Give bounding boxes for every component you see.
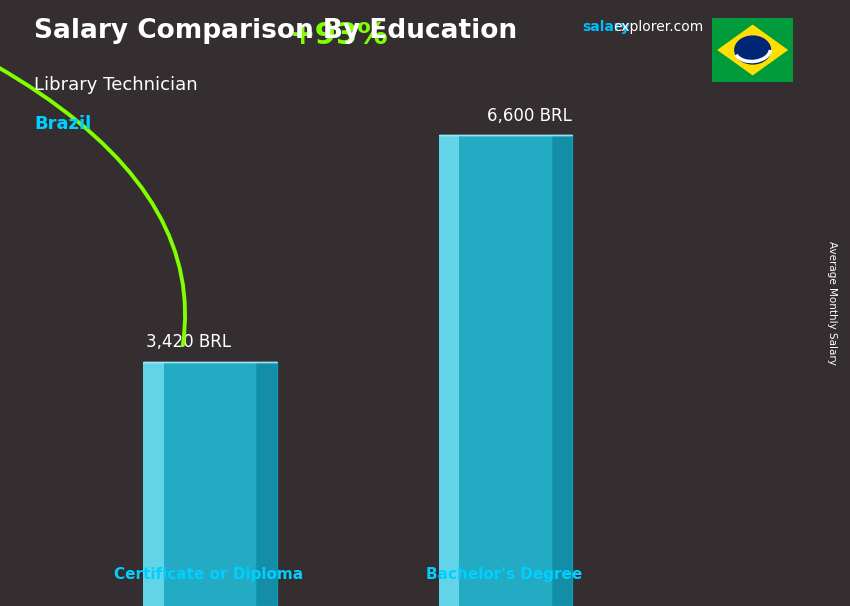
Text: 6,600 BRL: 6,600 BRL [487,107,571,125]
Polygon shape [257,362,276,606]
Text: Average Monthly Salary: Average Monthly Salary [827,241,837,365]
Bar [144,362,164,606]
Text: explorer.com: explorer.com [614,20,704,34]
Text: Salary Comparison By Education: Salary Comparison By Education [34,18,517,44]
Polygon shape [717,25,788,76]
Text: Library Technician: Library Technician [34,76,197,94]
Text: salary: salary [582,20,630,34]
Circle shape [734,35,771,65]
Polygon shape [552,136,572,606]
Text: Certificate or Diploma: Certificate or Diploma [114,567,303,582]
Bar [439,136,552,606]
Text: Bachelor's Degree: Bachelor's Degree [426,567,582,582]
Text: Brazil: Brazil [34,115,91,133]
Text: 3,420 BRL: 3,420 BRL [146,333,231,351]
Text: +93%: +93% [290,21,388,50]
Bar [144,362,257,606]
Bar [439,136,459,606]
